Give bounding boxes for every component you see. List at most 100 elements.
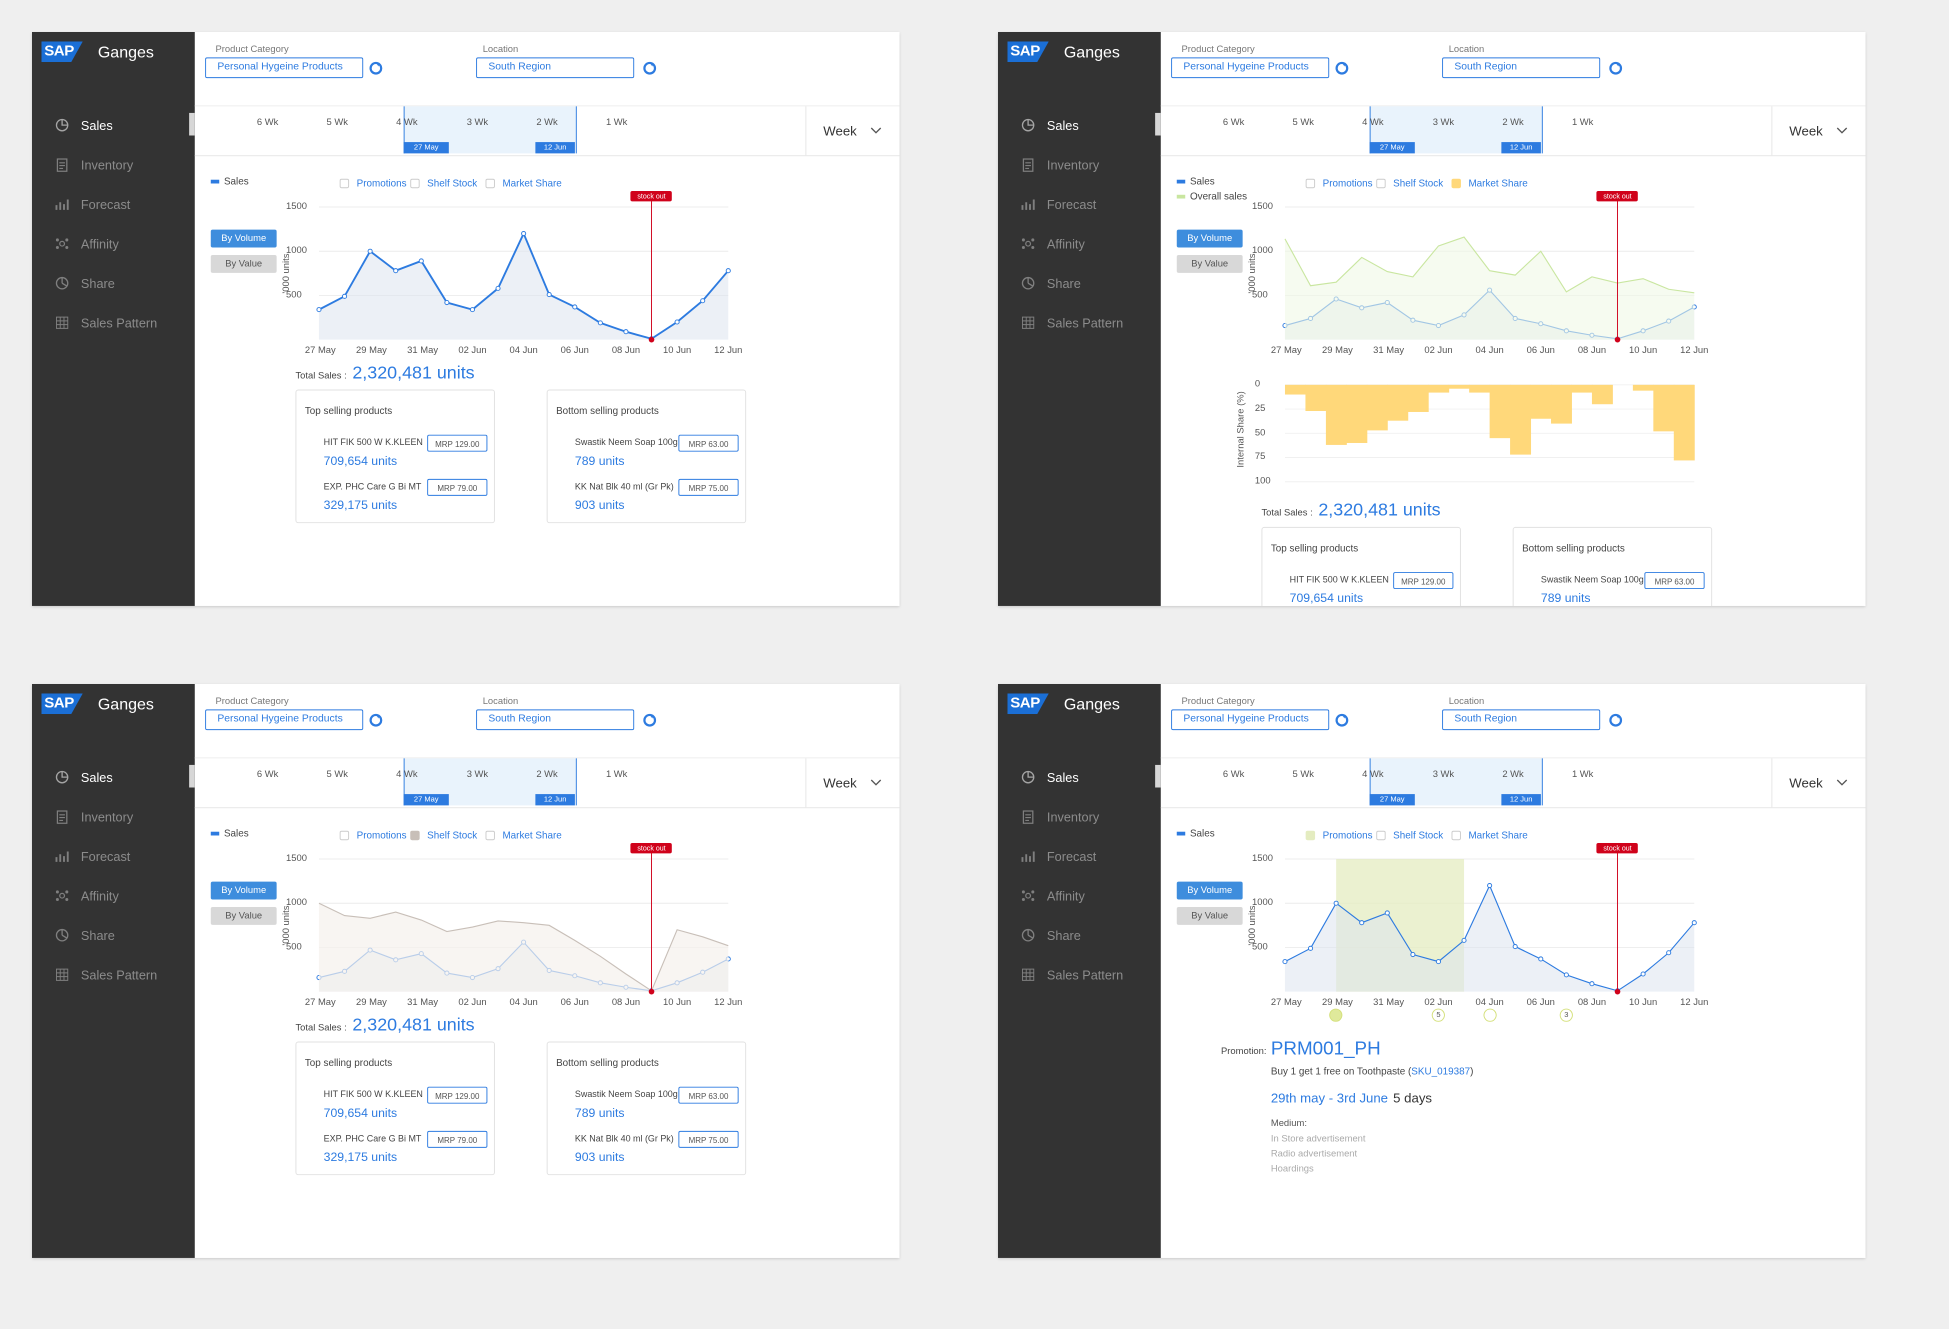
data-point[interactable] — [1512, 944, 1518, 950]
data-point[interactable] — [495, 285, 501, 291]
granularity-select[interactable]: Week — [1771, 106, 1865, 156]
sidebar-item-affinity[interactable]: Affinity — [998, 876, 1161, 916]
promotion-marker[interactable] — [1329, 1008, 1343, 1022]
product-units[interactable]: 903 units — [574, 497, 625, 512]
product-units[interactable]: 903 units — [574, 1149, 625, 1164]
promotion-marker[interactable]: 3 — [1559, 1008, 1573, 1022]
stock-out-point[interactable] — [648, 988, 655, 995]
week-timeline[interactable]: 6 Wk 5 Wk 4 Wk 3 Wk 2 Wk 1 Wk 27 May 12 … — [194, 757, 900, 809]
data-point[interactable] — [1666, 950, 1672, 956]
share-bar[interactable] — [1346, 384, 1368, 443]
product-units[interactable]: 709,654 units — [323, 1105, 398, 1120]
data-point[interactable] — [674, 319, 680, 325]
promotion-marker[interactable]: 5 — [1431, 1008, 1446, 1022]
data-point[interactable] — [700, 298, 706, 304]
granularity-select[interactable]: Week — [1771, 758, 1865, 808]
location-field[interactable]: South Region — [476, 709, 635, 731]
share-bar[interactable] — [1448, 384, 1470, 389]
sidebar-item-inventory[interactable]: Inventory — [998, 797, 1161, 837]
toggle-market-share[interactable]: Market Share — [485, 178, 562, 189]
sidebar-item-affinity[interactable]: Affinity — [32, 876, 195, 916]
data-point[interactable] — [1691, 920, 1697, 926]
data-point[interactable] — [418, 258, 424, 264]
refresh-icon[interactable] — [369, 61, 383, 75]
sidebar-item-forecast[interactable]: Forecast — [32, 184, 195, 224]
data-point[interactable] — [1384, 910, 1390, 916]
sidebar-item-sales[interactable]: Sales — [998, 105, 1161, 145]
share-bar[interactable] — [1387, 384, 1409, 421]
share-bar[interactable] — [1407, 384, 1429, 412]
by-value-button[interactable]: By Value — [210, 254, 277, 273]
data-point[interactable] — [1410, 951, 1416, 958]
sidebar-item-sales-pattern[interactable]: Sales Pattern — [32, 303, 195, 343]
sidebar-item-inventory[interactable]: Inventory — [32, 145, 195, 185]
data-point[interactable] — [572, 304, 578, 310]
refresh-icon[interactable] — [1335, 713, 1349, 727]
product-units[interactable]: 709,654 units — [323, 453, 398, 468]
data-point[interactable] — [521, 231, 527, 237]
share-bar[interactable] — [1428, 384, 1450, 393]
sidebar-item-forecast[interactable]: Forecast — [998, 184, 1161, 224]
location-field[interactable]: South Region — [476, 57, 635, 79]
sidebar-item-sales[interactable]: Sales — [998, 757, 1161, 797]
share-bar[interactable] — [1571, 384, 1593, 393]
refresh-icon[interactable] — [643, 61, 657, 75]
toggle-promotions[interactable]: Promotions — [339, 178, 407, 189]
week-timeline[interactable]: 6 Wk 5 Wk 4 Wk 3 Wk 2 Wk 1 Wk 27 May 12 … — [1160, 105, 1866, 157]
sidebar-item-share[interactable]: Share — [32, 263, 195, 303]
stock-out-point[interactable] — [1614, 988, 1621, 995]
sidebar-item-affinity[interactable]: Affinity — [998, 224, 1161, 264]
data-point[interactable] — [725, 268, 731, 274]
sidebar-item-share[interactable]: Share — [998, 263, 1161, 303]
timeline-start-chip[interactable]: 27 May — [403, 794, 449, 806]
by-volume-button[interactable]: By Volume — [1176, 229, 1243, 248]
refresh-icon[interactable] — [1335, 61, 1349, 75]
sidebar-item-inventory[interactable]: Inventory — [998, 145, 1161, 185]
location-field[interactable]: South Region — [1442, 709, 1601, 731]
by-value-button[interactable]: By Value — [210, 906, 277, 925]
share-bar[interactable] — [1653, 384, 1675, 432]
timeline-end-chip[interactable]: 12 Jun — [535, 794, 575, 806]
share-bar[interactable] — [1469, 384, 1491, 393]
data-point[interactable] — [316, 307, 322, 313]
sidebar-item-share[interactable]: Share — [32, 915, 195, 955]
data-point[interactable] — [469, 307, 475, 313]
timeline-start-chip[interactable]: 27 May — [1369, 142, 1415, 154]
share-bar[interactable] — [1591, 384, 1613, 405]
toggle-shelf-stock[interactable]: Shelf Stock — [410, 178, 477, 189]
by-value-button[interactable]: By Value — [1176, 906, 1243, 925]
refresh-icon[interactable] — [369, 713, 383, 727]
granularity-select[interactable]: Week — [805, 758, 899, 808]
sidebar-item-sales-pattern[interactable]: Sales Pattern — [998, 303, 1161, 343]
toggle-promotions[interactable]: Promotions — [1305, 830, 1373, 841]
refresh-icon[interactable] — [643, 713, 657, 727]
sidebar-item-affinity[interactable]: Affinity — [32, 224, 195, 264]
toggle-promotions[interactable]: Promotions — [339, 830, 407, 841]
timeline-end-chip[interactable]: 12 Jun — [1501, 142, 1541, 154]
data-point[interactable] — [1589, 981, 1595, 987]
product-units[interactable]: 329,175 units — [323, 497, 398, 512]
toggle-market-share[interactable]: Market Share — [1451, 178, 1528, 189]
data-point[interactable] — [1333, 900, 1339, 906]
sidebar-item-sales-pattern[interactable]: Sales Pattern — [998, 955, 1161, 995]
sidebar-item-inventory[interactable]: Inventory — [32, 797, 195, 837]
refresh-icon[interactable] — [1609, 61, 1623, 75]
stock-out-point[interactable] — [1614, 336, 1621, 343]
data-point[interactable] — [342, 293, 348, 299]
sidebar-item-sales[interactable]: Sales — [32, 105, 195, 145]
timeline-start-chip[interactable]: 27 May — [1369, 794, 1415, 806]
by-volume-button[interactable]: By Volume — [210, 881, 277, 900]
granularity-select[interactable]: Week — [805, 106, 899, 156]
data-point[interactable] — [367, 248, 373, 254]
share-bar[interactable] — [1632, 384, 1654, 391]
sidebar-item-sales-pattern[interactable]: Sales Pattern — [32, 955, 195, 995]
share-bar[interactable] — [1284, 384, 1306, 395]
share-bar[interactable] — [1489, 384, 1511, 439]
product-units[interactable]: 789 units — [574, 1105, 625, 1120]
data-point[interactable] — [597, 320, 603, 326]
sidebar-item-sales[interactable]: Sales — [32, 757, 195, 797]
category-field[interactable]: Personal Hygeine Products — [205, 57, 364, 79]
data-point[interactable] — [1640, 971, 1646, 977]
product-units[interactable]: 789 units — [1540, 590, 1591, 606]
data-point[interactable] — [1563, 972, 1569, 978]
